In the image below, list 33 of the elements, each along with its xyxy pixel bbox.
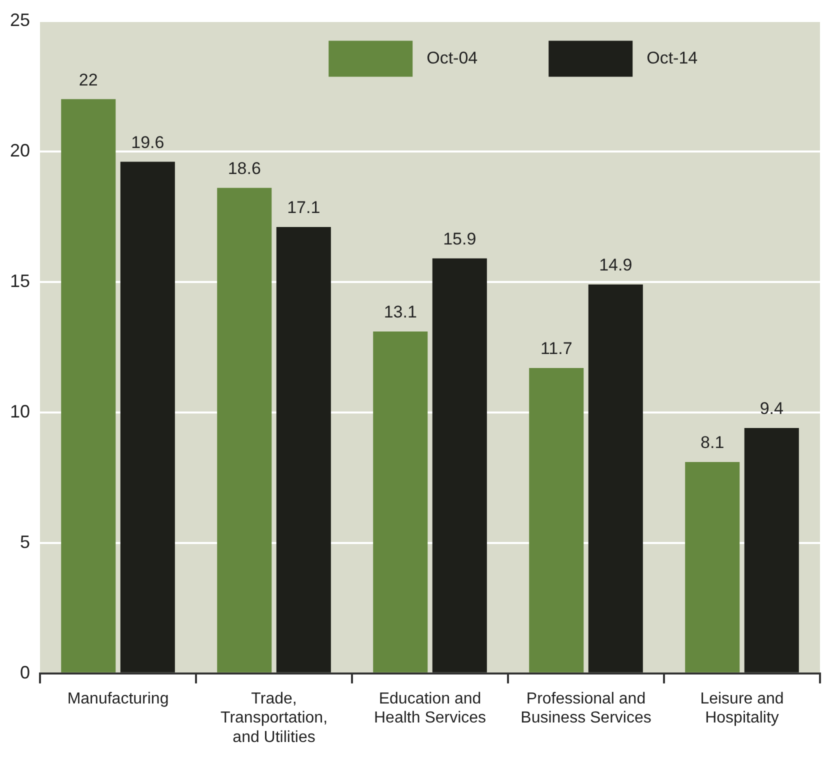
data-label: 8.1 <box>700 433 724 452</box>
x-tick-label: Trade, Transportation, and Utilities <box>220 690 328 746</box>
bar <box>744 428 799 672</box>
data-label: 15.9 <box>443 230 476 249</box>
bar <box>529 368 584 672</box>
data-label: 22 <box>78 70 98 90</box>
legend-label: Oct-04 <box>426 48 478 68</box>
y-tick-label: 10 <box>10 401 30 422</box>
y-tick-label: 0 <box>20 662 30 682</box>
bar <box>217 188 272 672</box>
data-label: 18.6 <box>228 159 261 178</box>
x-tick-label: Manufacturing <box>67 690 169 708</box>
x-tick-label: Education and Health Services <box>374 690 486 727</box>
data-label: 19.6 <box>131 132 164 152</box>
bar <box>373 331 428 672</box>
x-tick-label: Leisure and Hospitality <box>700 690 784 727</box>
data-label: 11.7 <box>540 339 572 358</box>
bar <box>588 284 643 672</box>
bar <box>685 462 740 672</box>
y-tick-label: 5 <box>20 532 30 552</box>
y-tick-label: 20 <box>10 140 30 160</box>
bar <box>120 162 175 672</box>
bar <box>61 99 116 672</box>
data-label: 9.4 <box>760 399 784 418</box>
y-tick-label: 15 <box>10 270 30 291</box>
y-tick-label: 25 <box>10 10 30 30</box>
data-label: 14.9 <box>599 256 632 275</box>
bar <box>276 227 331 672</box>
bar <box>432 258 487 672</box>
data-label: 17.1 <box>287 198 320 218</box>
legend-label: Oct-14 <box>646 48 698 68</box>
x-tick-label: Professional and Business Services <box>520 690 652 727</box>
data-label: 13.1 <box>384 302 417 322</box>
